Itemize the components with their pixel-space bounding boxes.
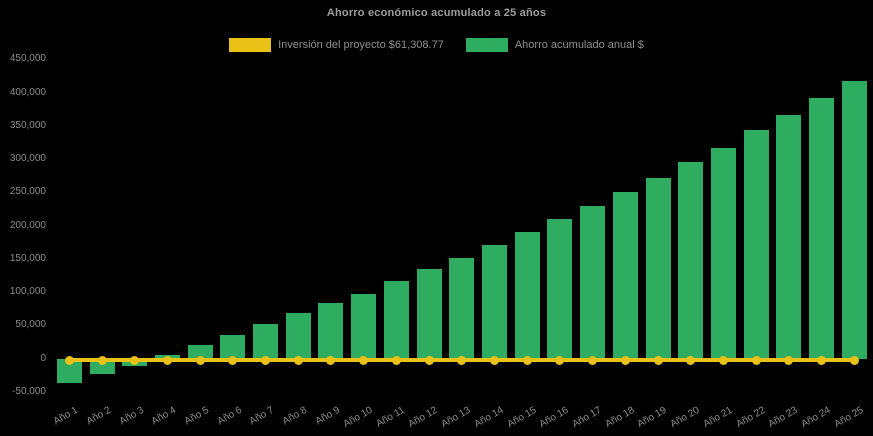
x-axis-label: Año 2 bbox=[84, 404, 113, 428]
x-axis-label: Año 11 bbox=[374, 404, 408, 430]
x-axis-label: Año 12 bbox=[406, 404, 440, 431]
bar[interactable] bbox=[711, 147, 736, 359]
line-marker-icon[interactable] bbox=[293, 355, 303, 365]
x-axis-label: Año 24 bbox=[799, 404, 833, 431]
y-tick-label: 150,000 bbox=[9, 252, 46, 264]
line-marker-icon[interactable] bbox=[391, 355, 401, 365]
bar[interactable] bbox=[841, 80, 867, 359]
bar[interactable] bbox=[514, 232, 540, 359]
x-axis-label: Año 7 bbox=[248, 404, 277, 428]
legend-swatch-savings-icon bbox=[465, 38, 508, 52]
x-axis-label: Año 14 bbox=[472, 404, 506, 431]
line-marker-icon[interactable] bbox=[588, 355, 598, 365]
bar[interactable] bbox=[678, 162, 704, 359]
line-marker-icon[interactable] bbox=[64, 355, 74, 365]
legend-item-savings[interactable]: Ahorro acumulado anual $ bbox=[465, 38, 644, 52]
bar[interactable] bbox=[253, 324, 279, 359]
bar[interactable] bbox=[285, 313, 311, 359]
x-axis-label: Año 17 bbox=[570, 404, 604, 431]
bar[interactable] bbox=[220, 335, 246, 359]
x-axis-label: Año 6 bbox=[215, 404, 244, 428]
line-marker-icon[interactable] bbox=[326, 355, 336, 365]
chart-legend: Inversión del proyecto $61,308.77 Ahorro… bbox=[0, 36, 873, 54]
line-marker-icon[interactable] bbox=[751, 355, 761, 365]
x-axis-label: Año 10 bbox=[341, 404, 375, 431]
y-tick-label: 450,000 bbox=[9, 53, 46, 65]
line-marker-icon[interactable] bbox=[228, 355, 238, 365]
bar[interactable] bbox=[547, 218, 573, 359]
line-marker-icon[interactable] bbox=[784, 355, 794, 365]
x-axis-label: Año 25 bbox=[832, 404, 866, 431]
bar[interactable] bbox=[645, 177, 671, 359]
y-tick-label: 100,000 bbox=[9, 286, 46, 298]
line-marker-icon[interactable] bbox=[653, 355, 663, 365]
x-axis-label: Año 1 bbox=[51, 404, 81, 428]
bar[interactable] bbox=[743, 130, 769, 359]
line-marker-icon[interactable] bbox=[817, 355, 827, 365]
bar[interactable] bbox=[776, 115, 802, 359]
x-axis-label: Año 5 bbox=[182, 404, 211, 428]
y-tick-label: -50,000 bbox=[12, 386, 46, 397]
x-axis-label: Año 20 bbox=[668, 404, 702, 431]
bar[interactable] bbox=[89, 358, 115, 375]
x-axis-label: Año 18 bbox=[603, 404, 637, 431]
line-marker-icon[interactable] bbox=[130, 355, 140, 365]
bar[interactable] bbox=[449, 257, 475, 359]
line-marker-icon[interactable] bbox=[97, 355, 107, 365]
y-tick-label: 250,000 bbox=[9, 186, 46, 198]
y-tick-label: 200,000 bbox=[9, 219, 46, 231]
x-axis-label: Año 19 bbox=[635, 404, 669, 431]
line-marker-icon[interactable] bbox=[522, 355, 532, 365]
line-marker-icon[interactable] bbox=[359, 355, 369, 365]
y-tick-label: 400,000 bbox=[9, 86, 46, 98]
bar[interactable] bbox=[416, 269, 442, 359]
x-axis-label: Año 22 bbox=[734, 404, 767, 431]
legend-swatch-investment-icon bbox=[229, 38, 272, 52]
bar[interactable] bbox=[318, 302, 344, 359]
bar[interactable] bbox=[809, 97, 835, 359]
x-axis-label: Año 15 bbox=[505, 404, 538, 431]
line-marker-icon[interactable] bbox=[555, 355, 565, 365]
line-marker-icon[interactable] bbox=[849, 355, 859, 365]
bar[interactable] bbox=[56, 358, 82, 383]
y-tick-label: 50,000 bbox=[15, 319, 46, 331]
x-axis-label: Año 13 bbox=[439, 404, 473, 431]
x-axis-label: Año 21 bbox=[701, 404, 735, 431]
line-marker-icon[interactable] bbox=[424, 355, 434, 365]
x-axis-label: Año 3 bbox=[117, 404, 146, 428]
legend-label-investment: Inversión del proyecto $61,308.77 bbox=[278, 39, 444, 51]
line-marker-icon[interactable] bbox=[719, 355, 728, 365]
y-tick-label: 350,000 bbox=[9, 119, 46, 131]
line-marker-icon[interactable] bbox=[620, 355, 630, 365]
bar[interactable] bbox=[580, 205, 606, 359]
line-marker-icon[interactable] bbox=[490, 355, 500, 365]
x-axis-label: Año 16 bbox=[537, 404, 571, 431]
chart-title: Ahorro económico acumulado a 25 años bbox=[326, 7, 547, 19]
bar[interactable] bbox=[482, 244, 508, 359]
x-axis-label: Año 4 bbox=[150, 404, 179, 428]
bar[interactable] bbox=[187, 345, 213, 359]
legend-label-savings: Ahorro acumulado anual $ bbox=[514, 39, 644, 51]
bar[interactable] bbox=[612, 191, 638, 359]
y-tick-label: 300,000 bbox=[9, 153, 46, 165]
bar[interactable] bbox=[383, 280, 409, 359]
x-axis-label: Año 23 bbox=[766, 404, 800, 431]
x-axis-label: Año 8 bbox=[280, 404, 310, 428]
line-marker-icon[interactable] bbox=[686, 355, 696, 365]
y-tick-label: 0 bbox=[40, 352, 46, 364]
line-marker-icon[interactable] bbox=[195, 355, 205, 365]
line-marker-icon[interactable] bbox=[261, 355, 271, 365]
line-marker-icon[interactable] bbox=[457, 355, 467, 365]
line-marker-icon[interactable] bbox=[162, 355, 172, 365]
x-axis-label: Año 9 bbox=[313, 404, 342, 428]
bar[interactable] bbox=[351, 293, 377, 359]
legend-item-investment[interactable]: Inversión del proyecto $61,308.77 bbox=[229, 38, 444, 52]
